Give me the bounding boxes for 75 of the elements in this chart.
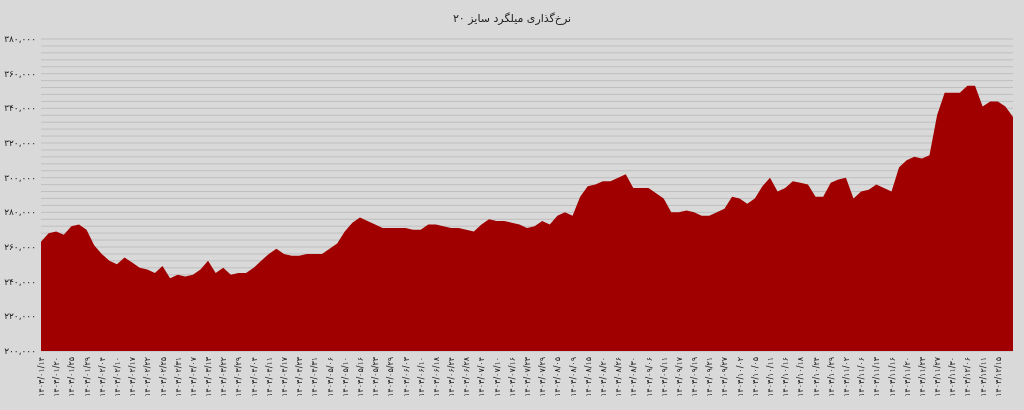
x-tick-label: ۱۴۰۳/۰۵/۲۳ (371, 356, 381, 397)
x-tick-label: ۱۴۰۳/۰۹/۰۶ (644, 357, 654, 397)
x-tick-label: ۱۴۰۳/۱۱/۲۰ (902, 357, 912, 397)
x-tick-label: ۱۴۰۳/۰۷/۲۳ (523, 356, 532, 397)
x-tick-label: ۱۴۰۳/۰۳/۱۳ (204, 356, 214, 397)
x-tick-label: ۱۴۰۳/۰۲/۱۰ (112, 357, 122, 397)
y-tick-label: ۳۴۰,۰۰۰ (4, 103, 36, 114)
x-tick-label: ۱۴۰۳/۰۷/۱۶ (507, 357, 517, 397)
x-tick-label: ۱۴۰۳/۰۶/۲۸ (462, 356, 472, 397)
x-tick-label: ۱۴۰۳/۱۱/۰۲ (841, 357, 851, 397)
x-tick-label: ۱۴۰۳/۱۰/۰۲ (735, 357, 745, 397)
x-tick-label: ۱۴۰۳/۱۱/۳۰ (948, 357, 958, 397)
x-tick-label: ۱۴۰۳/۱۱/۲۳ (917, 356, 927, 397)
x-tick-label: ۱۴۰۳/۰۸/۰۵ (553, 357, 563, 397)
x-tick-label: ۱۴۰۳/۰۴/۰۴ (249, 357, 259, 397)
x-tick-label: ۱۴۰۳/۰۲/۱۷ (128, 356, 138, 397)
y-tick-label: ۳۸۰,۰۰۰ (4, 34, 36, 44)
x-tick-label: ۱۴۰۳/۰۱/۲۹ (82, 357, 92, 397)
x-tick-label: ۱۴۰۳/۰۲/۲۵ (158, 357, 168, 397)
x-tick-label: ۱۴۰۳/۰۷/۰۴ (477, 357, 487, 397)
x-tick-label: ۱۴۰۳/۱۰/۲۴ (811, 357, 821, 397)
x-tick-label: ۱۴۰۳/۱۰/۰۵ (750, 357, 760, 397)
x-tick-label: ۱۴۰۳/۰۱/۱۴ (37, 357, 46, 397)
x-tick-label: ۱۴۰۳/۱۰/۱۱ (766, 357, 775, 397)
x-tick-label: ۱۴۰۳/۰۲/۲۲ (143, 357, 153, 397)
x-tick-label: ۱۴۰۳/۰۸/۲۰ (598, 357, 608, 397)
x-tick-label: ۱۴۰۳/۰۵/۲۹ (386, 357, 396, 397)
x-tick-label: ۱۴۰۳/۰۶/۲۴ (447, 357, 457, 397)
x-tick-label: ۱۴۰۳/۱۲/۰۶ (963, 357, 973, 397)
x-tick-label: ۱۴۰۳/۱۱/۱۳ (872, 356, 882, 397)
x-tick-label: ۱۴۰۳/۰۴/۳۱ (310, 357, 320, 397)
x-tick-label: ۱۴۰۳/۰۴/۱۱ (264, 357, 274, 397)
x-tick-label: ۱۴۰۳/۰۱/۲۰ (52, 357, 62, 397)
x-tick-label: ۱۴۰۳/۰۹/۲۷ (720, 356, 730, 397)
x-tick-label: ۱۴۰۳/۰۵/۱۶ (355, 357, 365, 397)
x-tick-label: ۱۴۰۳/۰۸/۱۵ (583, 357, 593, 397)
x-tick-label: ۱۴۰۳/۰۳/۲۹ (234, 357, 244, 397)
x-tick-label: ۱۴۰۳/۰۹/۲۱ (705, 357, 715, 397)
y-tick-label: ۳۲۰,۰۰۰ (4, 138, 36, 148)
x-tick-label: ۱۴۰۳/۱۲/۱۱ (978, 357, 988, 397)
x-tick-label: ۱۴۰۳/۰۶/۰۳ (401, 356, 411, 397)
x-tick-label: ۱۴۰۳/۰۷/۱۰ (492, 357, 502, 397)
x-tick-label: ۱۴۰۳/۰۱/۲۵ (67, 357, 77, 397)
x-tick-label: ۱۴۰۳/۰۸/۰۹ (568, 357, 578, 397)
y-tick-label: ۲۲۰,۰۰۰ (4, 311, 36, 322)
x-tick-label: ۱۴۰۳/۱۰/۱۸ (796, 356, 806, 397)
x-tick-label: ۱۴۰۳/۰۵/۱۰ (340, 357, 350, 397)
y-tick-label: ۲۶۰,۰۰۰ (4, 242, 36, 252)
x-tick-label: ۱۴۰۳/۰۶/۱۰ (416, 357, 426, 397)
y-tick-label: ۲۴۰,۰۰۰ (4, 276, 36, 287)
x-tick-label: ۱۴۰۳/۱۱/۲۷ (933, 356, 943, 397)
x-tick-label: ۱۴۰۳/۱۰/۲۹ (826, 357, 836, 397)
x-tick-label: ۱۴۰۳/۰۷/۲۹ (538, 357, 548, 397)
y-tick-label: ۲۸۰,۰۰۰ (4, 207, 36, 218)
x-tick-label: ۱۴۰۳/۱۲/۱۵ (993, 357, 1003, 397)
x-tick-label: ۱۴۰۳/۰۸/۳۰ (629, 357, 639, 397)
x-tick-label: ۱۴۰۳/۱۱/۱۶ (887, 357, 897, 397)
x-tick-label: ۱۴۰۳/۰۴/۲۳ (295, 356, 305, 397)
x-tick-label: ۱۴۰۳/۰۲/۰۴ (97, 357, 107, 397)
x-tick-label: ۱۴۰۳/۰۹/۱۷ (674, 356, 684, 397)
x-tick-label: ۱۴۰۳/۰۶/۱۸ (431, 356, 441, 397)
x-tick-label: ۱۴۰۳/۰۹/۱۱ (659, 357, 669, 397)
y-tick-label: ۲۰۰,۰۰۰ (4, 346, 36, 356)
x-tick-label: ۱۴۰۳/۰۵/۰۶ (325, 357, 335, 397)
x-tick-label: ۱۴۰۳/۱۱/۰۶ (857, 357, 867, 397)
x-tick-label: ۱۴۰۳/۰۹/۱۹ (690, 357, 700, 397)
x-tick-label: ۱۴۰۳/۰۳/۲۲ (219, 357, 229, 397)
x-tick-label: ۱۴۰۳/۰۸/۲۶ (614, 357, 624, 397)
x-tick-label: ۱۴۰۳/۰۳/۰۷ (188, 356, 198, 397)
y-tick-label: ۳۶۰,۰۰۰ (4, 68, 36, 79)
x-tick-label: ۱۴۰۳/۱۰/۱۶ (781, 357, 791, 397)
chart-title: نرخ‌گذاری میلگرد سایز ۲۰ (452, 12, 572, 25)
x-tick-label: ۱۴۰۳/۰۴/۱۷ (280, 356, 289, 397)
x-tick-label: ۱۴۰۳/۰۲/۳۱ (173, 357, 183, 397)
y-tick-label: ۳۰۰,۰۰۰ (4, 172, 36, 183)
